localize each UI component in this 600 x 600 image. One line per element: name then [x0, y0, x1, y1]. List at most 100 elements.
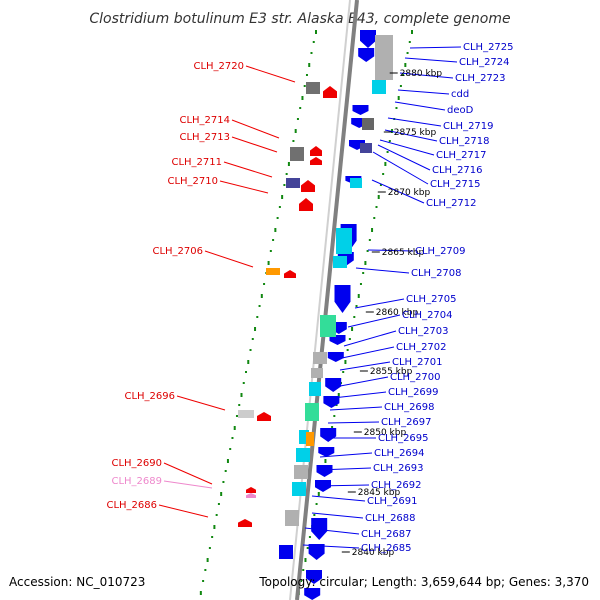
right-connector	[404, 57, 458, 63]
right-connector	[367, 249, 414, 252]
track-dot	[226, 459, 229, 463]
track-dot	[202, 580, 205, 582]
track-dot	[411, 30, 413, 34]
backbone-shadow	[289, 0, 351, 600]
plus-strand-gene	[320, 428, 337, 442]
track-dot	[299, 107, 302, 109]
gene-label-right: CLH_2685	[361, 543, 412, 554]
track-dot	[402, 74, 405, 76]
plus-strand-gene	[329, 335, 346, 345]
plus-strand-gene	[318, 447, 335, 457]
cds-box	[372, 80, 386, 94]
track-dot	[386, 151, 389, 153]
track-dot	[308, 63, 311, 67]
track-dot	[366, 250, 369, 252]
track-dot	[404, 63, 407, 67]
left-connector	[245, 65, 296, 83]
track-dot	[377, 195, 380, 199]
gene-label-right: CLH_2687	[361, 529, 412, 540]
track-dot	[310, 52, 313, 54]
track-dot	[281, 195, 284, 199]
left-connector	[176, 395, 226, 411]
cds-box	[350, 178, 362, 188]
track-dot	[213, 525, 216, 529]
track-dot	[256, 316, 259, 318]
minus-strand-gene	[257, 412, 271, 421]
track-dot	[344, 360, 347, 364]
track-dot	[333, 415, 336, 417]
cds-box	[313, 352, 327, 364]
track-dot	[337, 393, 340, 397]
gene-label-right: CLH_2695	[378, 433, 429, 444]
cds-box	[375, 35, 393, 80]
track-dot	[382, 173, 385, 175]
track-dot	[379, 184, 382, 186]
gene-features	[238, 30, 393, 600]
backbone-line	[295, 0, 359, 600]
track-dot	[242, 382, 245, 384]
right-connector	[355, 267, 410, 274]
right-connector	[409, 46, 462, 49]
track-dot	[208, 547, 211, 549]
minus-strand-gene	[301, 180, 315, 192]
track-dot	[312, 41, 315, 43]
gene-label-right: CLH_2700	[390, 372, 441, 383]
track-dot	[304, 558, 307, 562]
gene-label-right: CLH_2709	[415, 246, 466, 257]
track-dot	[283, 184, 286, 186]
track-dot	[206, 558, 209, 562]
left-connector	[158, 504, 209, 518]
gene-label-left: CLH_2690	[111, 458, 162, 469]
track-dot	[373, 217, 376, 219]
track-dot	[388, 140, 391, 142]
track-dot	[231, 437, 234, 439]
track-dot	[324, 459, 327, 463]
right-connector	[339, 361, 391, 371]
track-dot	[368, 239, 371, 241]
left-connector	[231, 136, 278, 153]
gene-label-right: CLH_2691	[367, 496, 418, 507]
topology-text: Topology: circular; Length: 3,659,644 bp…	[259, 575, 589, 589]
track-dot	[395, 107, 398, 109]
right-connector	[329, 406, 383, 411]
left-connector	[163, 462, 213, 485]
tick-label: 2860 kbp	[376, 308, 419, 318]
gene-label-left: CLH_2706	[152, 246, 203, 257]
plus-strand-gene	[327, 352, 344, 362]
right-connector	[341, 346, 395, 359]
track-dot	[303, 85, 306, 87]
right-connector	[394, 101, 446, 111]
track-dot	[215, 514, 218, 516]
right-connector	[311, 495, 366, 502]
accession-text: Accession: NC_010723	[9, 575, 146, 589]
tick-label: 2845 kbp	[358, 488, 401, 498]
right-connector	[311, 512, 364, 519]
track-dot	[211, 536, 214, 538]
plus-strand-gene	[316, 465, 333, 477]
track-dot	[235, 415, 238, 417]
track-dot	[260, 294, 263, 298]
left-connector	[163, 480, 213, 489]
gene-label-right: CLH_2708	[411, 268, 462, 279]
cds-box	[309, 382, 321, 396]
right-connector	[332, 391, 387, 399]
left-connector	[204, 250, 254, 268]
cds-box	[290, 147, 304, 161]
right-connector	[397, 89, 450, 95]
track-dot	[258, 305, 261, 307]
gene-label-left: CLH_2710	[167, 176, 218, 187]
cds-box	[305, 403, 319, 421]
plus-strand-gene	[315, 480, 331, 492]
track-dot	[308, 536, 311, 538]
track-dot	[263, 283, 266, 285]
track-dot	[384, 162, 387, 166]
gene-label-left: CLH_2689	[111, 476, 162, 487]
track-dot	[292, 140, 295, 142]
track-dot	[305, 74, 308, 76]
track-dot	[278, 206, 281, 208]
right-connector	[371, 179, 425, 204]
tick-label: 2870 kbp	[388, 188, 431, 198]
gene-label-right: CLH_2723	[455, 73, 506, 84]
gene-label-right: CLH_2704	[402, 310, 453, 321]
